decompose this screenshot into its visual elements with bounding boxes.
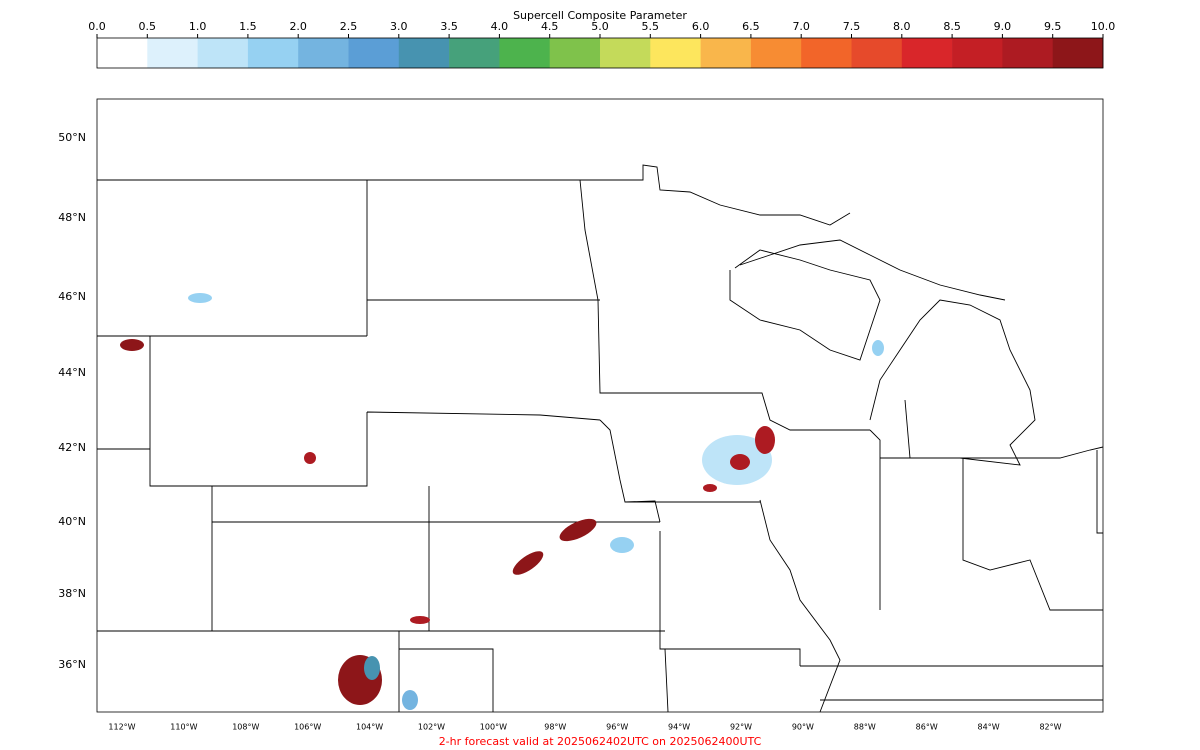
colorbar-bin xyxy=(549,38,601,68)
colorbar-bin xyxy=(97,38,148,68)
colorbar-bin xyxy=(700,38,752,68)
scp-area xyxy=(559,518,597,542)
border xyxy=(97,179,870,487)
colorbar-tick-label: 7.0 xyxy=(792,20,810,33)
borders xyxy=(97,164,1104,713)
footer: 2-hr forecast valid at 2025062402UTC on … xyxy=(439,735,762,748)
colorbar-tick-label: 5.5 xyxy=(642,20,660,33)
scp-area xyxy=(610,537,634,553)
lat-label: 44°N xyxy=(58,366,86,379)
scp-area xyxy=(512,551,544,575)
colorbar-tick-label: 4.0 xyxy=(491,20,509,33)
colorbar-tick-label: 4.5 xyxy=(541,20,559,33)
colorbar-tick-label: 7.5 xyxy=(843,20,861,33)
colorbar-bin xyxy=(449,38,500,68)
scp-area xyxy=(364,656,380,680)
colorbar-bin xyxy=(952,38,1003,68)
colorbar-bin xyxy=(298,38,349,68)
lat-label: 46°N xyxy=(58,290,86,303)
colorbar-tick-label: 6.5 xyxy=(742,20,760,33)
colorbar xyxy=(97,38,1104,68)
colorbar-bin xyxy=(147,38,198,68)
lon-label: 84°W xyxy=(978,723,1000,732)
lon-label: 104°W xyxy=(356,723,383,732)
colorbar-tick-label: 2.0 xyxy=(289,20,307,33)
map-area xyxy=(96,98,1104,713)
lat-label: 42°N xyxy=(58,441,86,454)
colorbar-bin xyxy=(750,38,802,68)
colorbar-tick-label: 5.0 xyxy=(591,20,609,33)
scp-area xyxy=(402,690,418,710)
colorbar-tick-label: 9.0 xyxy=(994,20,1012,33)
lon-label: 108°W xyxy=(232,723,259,732)
colorbar-tick-label: 9.5 xyxy=(1044,20,1062,33)
lat-label: 38°N xyxy=(58,587,86,600)
colorbar-tick-label: 1.5 xyxy=(239,20,257,33)
lon-label: 102°W xyxy=(418,723,445,732)
scp-area xyxy=(120,339,144,351)
border xyxy=(97,419,665,712)
colorbar-tick-label: 10.0 xyxy=(1091,20,1116,33)
lon-label: 110°W xyxy=(170,723,197,732)
scp-area xyxy=(304,452,316,464)
colorbar-tick-label: 2.5 xyxy=(340,20,358,33)
lon-label: 88°W xyxy=(854,723,876,732)
lon-label: 96°W xyxy=(606,723,628,732)
border xyxy=(97,164,851,226)
lon-label: 98°W xyxy=(544,723,566,732)
colorbar-tick-label: 6.0 xyxy=(692,20,710,33)
colorbar-bin xyxy=(600,38,651,68)
lat-label: 36°N xyxy=(58,658,86,671)
colorbar-bin xyxy=(398,38,450,68)
colorbar-bin xyxy=(1052,38,1104,68)
colorbar-bin xyxy=(197,38,249,68)
lat-label: 48°N xyxy=(58,211,86,224)
colorbar-tick-label: 0.0 xyxy=(88,20,106,33)
colorbar-bin xyxy=(348,38,400,68)
lon-label: 90°W xyxy=(792,723,814,732)
lat-label: 40°N xyxy=(58,515,86,528)
colorbar-bin xyxy=(499,38,550,68)
scp-area xyxy=(410,616,430,624)
map-frame xyxy=(96,98,1104,713)
scp-area xyxy=(703,484,717,492)
lat-label: 50°N xyxy=(58,131,86,144)
colorbar-tick-label: 3.5 xyxy=(440,20,458,33)
border xyxy=(739,239,1006,301)
colorbar-bin xyxy=(901,38,953,68)
colorbar-bin xyxy=(851,38,903,68)
colorbar-bin xyxy=(801,38,852,68)
colorbar-tick-label: 8.5 xyxy=(943,20,961,33)
scp-area xyxy=(755,426,775,454)
lon-label: 100°W xyxy=(480,723,507,732)
colorbar-tick-label: 3.0 xyxy=(390,20,408,33)
border xyxy=(869,429,1104,611)
border xyxy=(625,499,1103,713)
scp-area xyxy=(872,340,884,356)
scp-area xyxy=(730,454,750,470)
colorbar-title: Supercell Composite Parameter xyxy=(513,9,687,22)
scp-field xyxy=(120,293,884,710)
colorbar-tick-label: 8.0 xyxy=(893,20,911,33)
lon-label: 94°W xyxy=(668,723,690,732)
lon-label: 106°W xyxy=(294,723,321,732)
lon-label: 86°W xyxy=(916,723,938,732)
colorbar-bin xyxy=(650,38,701,68)
colorbar-tick-label: 0.5 xyxy=(139,20,157,33)
colorbar-tick-label: 1.0 xyxy=(189,20,207,33)
lon-label: 112°W xyxy=(108,723,135,732)
scp-area xyxy=(188,293,212,303)
colorbar-bin xyxy=(247,38,299,68)
border xyxy=(729,249,1036,466)
lon-label: 92°W xyxy=(730,723,752,732)
lon-label: 82°W xyxy=(1039,723,1061,732)
colorbar-bin xyxy=(1002,38,1053,68)
